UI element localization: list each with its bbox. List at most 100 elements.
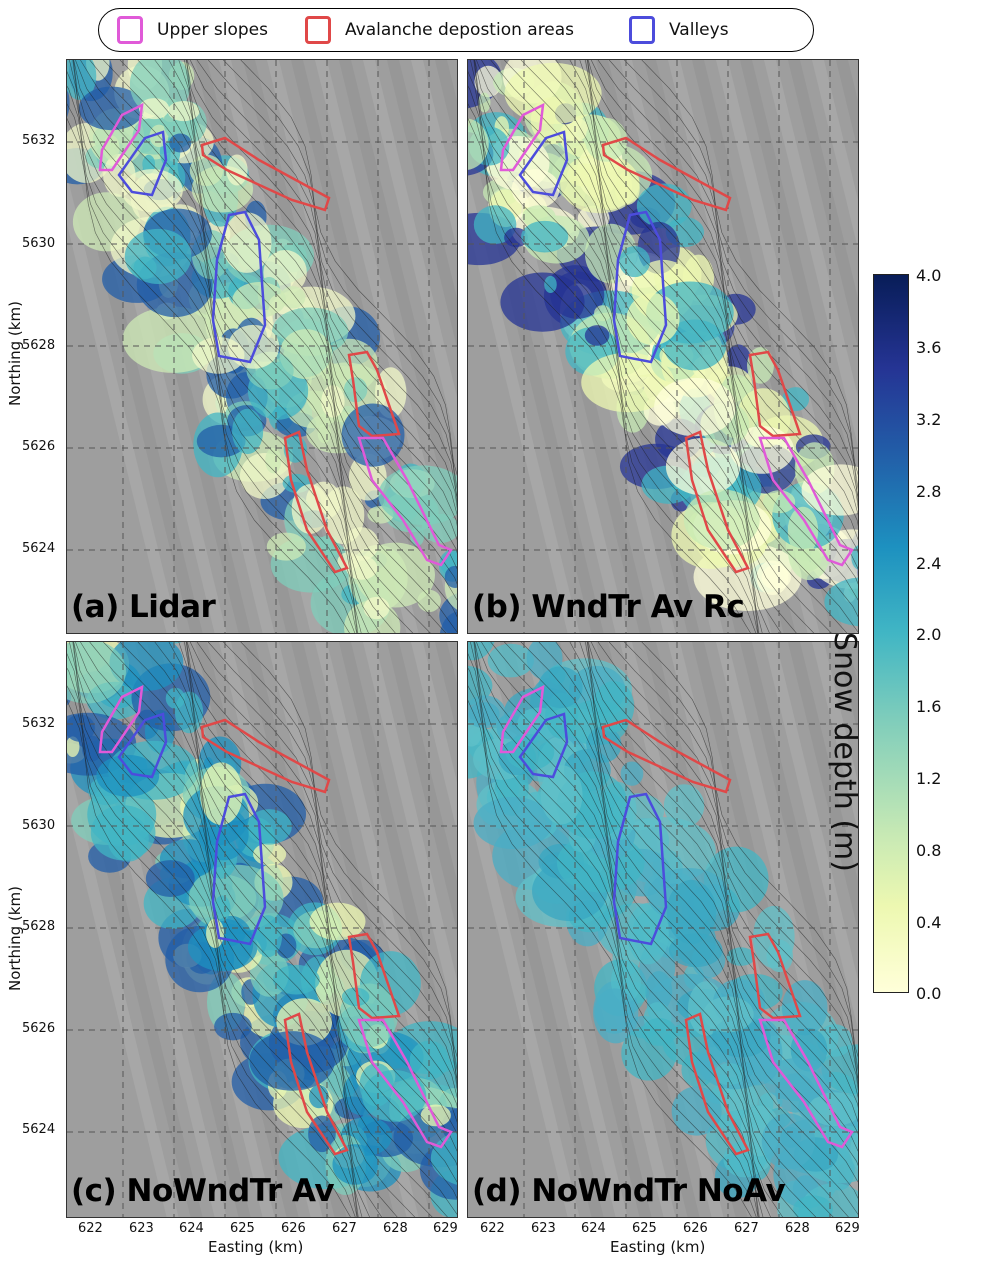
contour-line <box>569 642 858 1166</box>
y-tick: 5626 <box>22 1021 56 1036</box>
contour-line <box>72 642 363 1217</box>
contour-line <box>240 642 457 1058</box>
contour-line <box>75 642 398 1217</box>
avalanche-outline <box>684 1012 750 1156</box>
y-tick: 5624 <box>22 541 56 556</box>
map-canvas <box>67 642 457 1217</box>
snow-patch <box>473 796 553 850</box>
map-canvas <box>468 60 858 633</box>
colorbar-title: Snow depth (m) <box>827 632 862 872</box>
contour-line <box>72 60 362 633</box>
x-tick: 627 <box>734 1221 759 1236</box>
contour-line <box>590 642 858 1091</box>
legend-label: Upper slopes <box>157 20 268 40</box>
contour-line <box>468 667 759 1217</box>
upper-slopes-outline <box>357 436 453 567</box>
contour-line <box>538 642 858 1199</box>
y-tick: 5630 <box>22 818 56 833</box>
snow-patch <box>787 506 819 556</box>
contour-line <box>119 60 457 633</box>
map-panel-wndtr-av-rc: (b) WndTr Av Rc <box>467 59 859 634</box>
snow-patch <box>500 272 585 332</box>
contour-line <box>587 60 858 516</box>
snow-patch <box>189 154 224 187</box>
colorbar-tick: 0.8 <box>916 841 942 860</box>
contour-line <box>89 642 433 1217</box>
map-panel-lidar: (a) Lidar <box>66 59 458 634</box>
snow-patch <box>165 687 186 709</box>
x-axis-label: Easting (km) <box>610 1238 706 1256</box>
avalanche-outline <box>200 136 331 212</box>
snow-patch <box>626 293 680 345</box>
contour-line <box>476 642 799 1217</box>
x-tick: 625 <box>632 1221 657 1236</box>
x-tick: 626 <box>683 1221 708 1236</box>
snow-patch <box>797 547 822 571</box>
contour-line <box>186 60 457 541</box>
snow-patch <box>78 86 145 131</box>
colorbar-tick: 3.6 <box>916 338 942 357</box>
snow-patch <box>214 1012 252 1041</box>
contour-line <box>67 71 358 633</box>
contour-line <box>189 60 457 509</box>
contour-line <box>154 60 457 601</box>
snow-patch <box>343 527 379 561</box>
contour-line <box>67 653 358 1217</box>
snow-patch <box>761 1113 816 1170</box>
y-tick: 5628 <box>22 919 56 934</box>
panel-label: (c) NoWndTr Av <box>71 1173 335 1209</box>
contour-line <box>189 642 457 1091</box>
snow-patch <box>468 665 493 706</box>
snow-patch <box>272 964 320 995</box>
snow-patch <box>726 947 756 966</box>
contour-line <box>186 642 457 1108</box>
valley-outline <box>211 792 267 946</box>
hillshade-band <box>740 60 858 545</box>
snow-patch <box>666 879 717 945</box>
snow-patch <box>199 762 243 826</box>
valley-outline <box>117 712 168 779</box>
contour-line <box>73 60 381 633</box>
x-tick: 629 <box>835 1221 860 1236</box>
contour-line <box>597 642 858 1085</box>
upper-slopes-outline <box>98 102 144 172</box>
contour-line <box>624 60 858 491</box>
snow-patch <box>213 895 231 922</box>
snow-patch <box>67 88 70 118</box>
contour-line <box>168 642 457 1166</box>
contour-line <box>186 642 457 1123</box>
snow-patch <box>266 532 306 561</box>
upper-slopes-outline <box>357 1018 453 1149</box>
contour-line <box>168 60 457 585</box>
contour-line <box>481 60 815 633</box>
avalanche-outline <box>283 1012 349 1156</box>
contour-line <box>80 60 414 633</box>
colorbar-tick: 2.8 <box>916 482 942 501</box>
avalanche-outline <box>283 430 349 574</box>
panel-label: (d) NoWndTr NoAv <box>472 1173 786 1209</box>
y-tick: 5632 <box>22 716 56 731</box>
y-tick: 5628 <box>22 338 56 353</box>
hillshade-band <box>387 642 457 931</box>
contour-line <box>520 642 858 1215</box>
contour-line <box>468 71 759 633</box>
contour-line <box>504 642 849 1217</box>
hillshade-band <box>812 642 858 832</box>
avalanche-outline <box>347 932 401 1020</box>
contour-line <box>555 642 858 1183</box>
contour-line <box>67 117 350 633</box>
upper-slopes-outline <box>499 102 545 172</box>
contour-line <box>624 642 858 1072</box>
contour-line <box>590 60 858 509</box>
snow-patch <box>521 220 569 253</box>
upper-slopes-swatch <box>117 16 143 44</box>
contour-line <box>178 642 457 1152</box>
x-tick: 629 <box>433 1221 458 1236</box>
colorbar-tick: 1.6 <box>916 697 942 716</box>
contour-line <box>468 85 758 633</box>
colorbar-tick: 0.4 <box>916 913 942 932</box>
contour-line <box>186 642 457 1098</box>
valleys-swatch <box>629 16 655 44</box>
contour-line <box>196 60 457 504</box>
snow-patch <box>468 695 506 729</box>
